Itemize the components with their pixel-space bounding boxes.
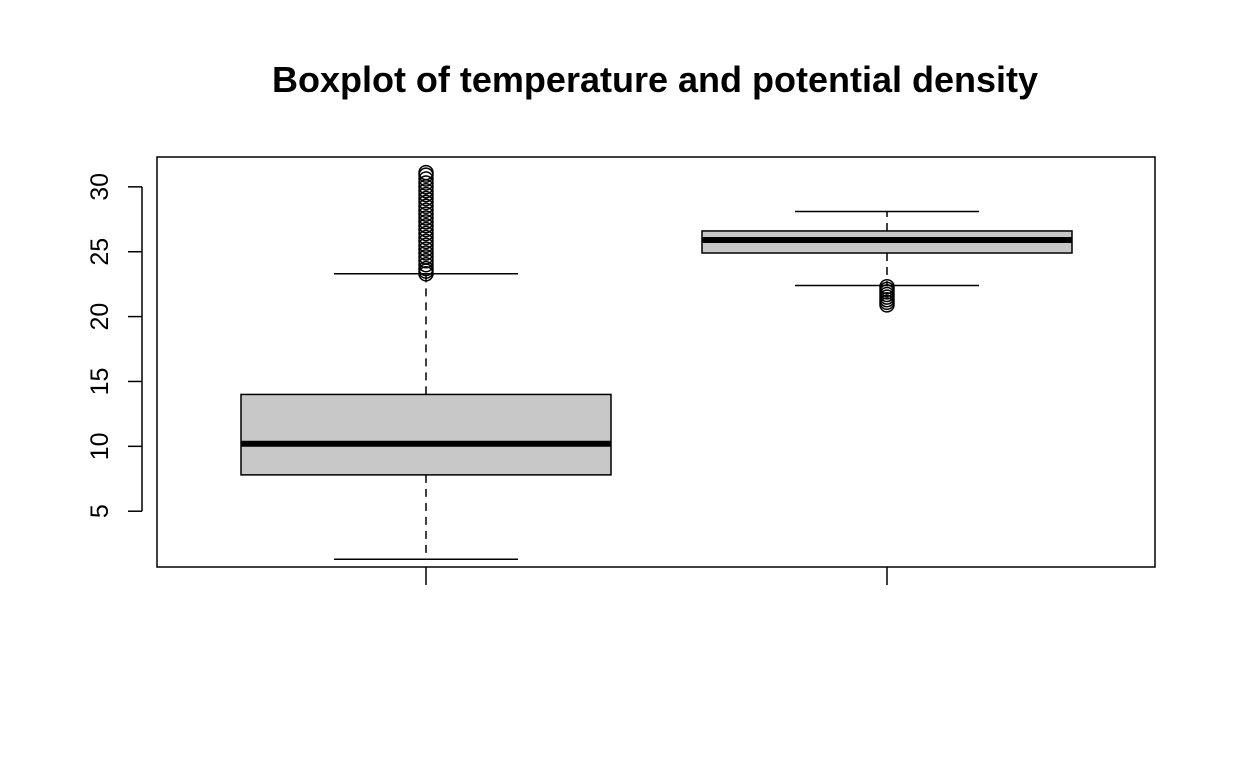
outlier-point — [418, 218, 434, 234]
outlier-point — [418, 214, 434, 230]
y-tick-label: 15 — [86, 368, 114, 396]
outlier-point — [418, 260, 434, 277]
outlier-point — [418, 190, 434, 207]
y-tick-label: 5 — [86, 504, 114, 518]
box-group-1 — [240, 164, 612, 560]
outlier-point — [418, 229, 434, 246]
x-axis — [425, 567, 888, 585]
outlier-point — [418, 241, 434, 257]
chart-title: Boxplot of temperature and potential den… — [272, 59, 1038, 100]
outlier-point — [418, 253, 434, 269]
outlier-point — [418, 210, 434, 226]
plot-frame — [156, 156, 1156, 568]
y-tick-label: 25 — [86, 238, 114, 266]
outlier-point — [418, 164, 434, 181]
y-tick-label: 10 — [86, 432, 114, 460]
boxes — [240, 164, 1073, 560]
outlier-point — [418, 198, 434, 215]
outlier-point — [418, 256, 434, 273]
outlier-point — [418, 237, 434, 253]
outlier-point — [418, 175, 434, 191]
outlier-point — [418, 245, 434, 261]
y-axis: 5 10 15 20 25 30 — [86, 173, 143, 518]
box-iqr — [240, 393, 612, 476]
y-tick-label: 20 — [86, 303, 114, 331]
outlier-point — [418, 202, 434, 218]
outlier-point — [418, 171, 434, 187]
outlier-point — [418, 206, 434, 222]
outlier-point — [418, 225, 434, 242]
outlier-point — [879, 278, 895, 295]
outlier-point — [418, 233, 434, 250]
outlier-point — [418, 186, 434, 203]
y-tick-label: 30 — [86, 173, 114, 201]
outlier-point — [418, 194, 434, 211]
outlier-point — [418, 221, 434, 238]
outlier-point — [418, 249, 434, 265]
outlier-point — [418, 182, 434, 199]
box-group-2 — [701, 210, 1073, 313]
